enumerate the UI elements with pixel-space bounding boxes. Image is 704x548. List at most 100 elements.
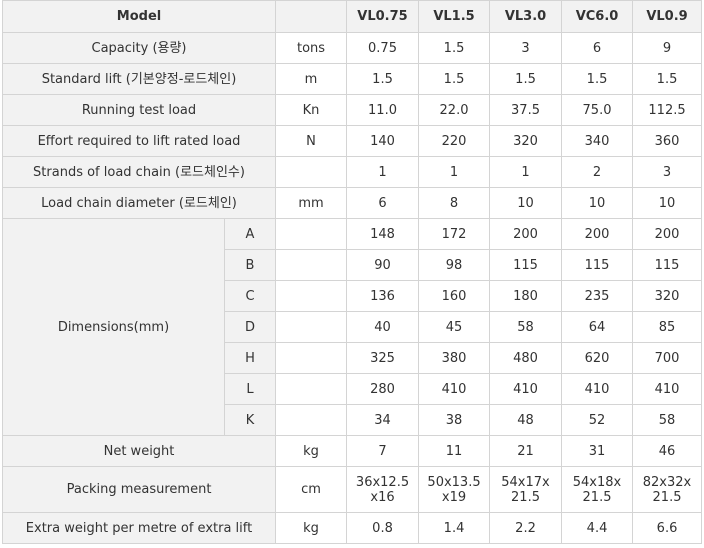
cell-value: 48 [489,404,563,436]
row-label: Running test load [1,94,277,126]
cell-value: 58 [632,404,703,436]
cell-value: 75.0 [561,94,634,126]
model-name: VC6.0 [561,0,634,33]
cell-line: x19 [441,489,467,505]
cell-value: 31 [561,435,634,467]
cell-value: 6 [561,32,634,64]
row-unit [275,280,348,312]
cell-value: 115 [632,249,703,281]
table-row: Effort required to lift rated load N 140… [1,125,703,157]
cell-line: 21.5 [582,489,612,505]
dimension-key: D [223,311,277,343]
row-unit: kg [275,435,348,467]
dimension-key: C [223,280,277,312]
cell-value: 160 [418,280,491,312]
cell-value: 45 [418,311,491,343]
cell-value: 235 [561,280,634,312]
dimension-key: B [223,249,277,281]
row-unit [275,311,348,343]
dimension-row: K 34 38 48 52 58 [3,404,703,436]
table-row: Packing measurement cm 36x12.5 x16 50x13… [1,466,703,513]
cell-value: 1 [346,156,420,188]
model-name: VL1.5 [418,0,491,33]
cell-line: 21.5 [511,489,540,505]
dimension-row: H 325 380 480 620 700 [3,342,703,374]
cell-value: 1.5 [418,63,491,95]
dimension-row: B 90 98 115 115 115 [3,249,703,281]
cell-value: 10 [489,187,563,219]
cell-line: 21.5 [652,489,682,505]
model-name: VL0.75 [346,0,420,33]
cell-value: 3 [489,32,563,64]
row-unit [275,373,348,405]
cell-line: 36x12.5 [355,474,410,490]
cell-value: 8 [418,187,491,219]
cell-line: 50x13.5 [427,474,481,490]
cell-value: 325 [346,342,420,374]
row-unit [275,249,348,281]
cell-value: 58 [489,311,563,343]
cell-value: 90 [346,249,420,281]
row-unit: N [275,125,348,157]
row-unit: m [275,63,348,95]
cell-value: 1.4 [418,512,491,544]
cell-value: 82x32x 21.5 [632,466,703,513]
row-unit: Kn [275,94,348,126]
cell-value: 340 [561,125,634,157]
cell-value: 1.5 [632,63,703,95]
row-label: Effort required to lift rated load [1,125,277,157]
cell-value: 480 [489,342,563,374]
unit-header [275,0,348,33]
cell-value: 115 [561,249,634,281]
row-unit: mm [275,187,348,219]
cell-line: x16 [370,489,395,505]
cell-line: 54x17x [501,474,550,490]
row-unit [275,342,348,374]
cell-value: 180 [489,280,563,312]
cell-value: 320 [489,125,563,157]
row-label: Extra weight per metre of extra lift [1,512,277,544]
cell-value: 140 [346,125,420,157]
cell-value: 34 [346,404,420,436]
table-row: Strands of load chain (로드체인수) 1 1 1 2 3 [1,156,703,188]
row-unit [275,218,348,250]
cell-value: 200 [561,218,634,250]
row-label: Standard lift (기본양정-로드체인) [1,63,277,95]
row-unit: tons [275,32,348,64]
row-label: Capacity (용량) [1,32,277,64]
cell-value: 1.5 [489,63,563,95]
cell-value: 1.5 [346,63,420,95]
cell-value: 6.6 [632,512,703,544]
table-row: Running test load Kn 11.0 22.0 37.5 75.0… [1,94,703,126]
cell-value: 54x17x 21.5 [489,466,563,513]
cell-value: 40 [346,311,420,343]
cell-value: 1.5 [418,32,491,64]
cell-value: 7 [346,435,420,467]
cell-value: 1 [418,156,491,188]
cell-value: 3 [632,156,703,188]
cell-value: 54x18x 21.5 [561,466,634,513]
cell-value: 0.75 [346,32,420,64]
cell-value: 10 [632,187,703,219]
cell-value: 46 [632,435,703,467]
cell-line: 54x18x [572,474,622,490]
cell-value: 1 [489,156,563,188]
cell-value: 4.4 [561,512,634,544]
dimension-key: K [223,404,277,436]
cell-value: 36x12.5 x16 [346,466,420,513]
dimension-row: D 40 45 58 64 85 [3,311,703,343]
model-name: VL0.9 [632,0,703,33]
cell-value: 38 [418,404,491,436]
cell-value: 52 [561,404,634,436]
cell-value: 700 [632,342,703,374]
cell-value: 172 [418,218,491,250]
cell-value: 410 [489,373,563,405]
dimension-key: H [223,342,277,374]
cell-value: 380 [418,342,491,374]
cell-value: 410 [418,373,491,405]
cell-value: 220 [418,125,491,157]
cell-line: 82x32x [642,474,692,490]
cell-value: 37.5 [489,94,563,126]
table-row: Load chain diameter (로드체인) mm 6 8 10 10 … [1,187,703,219]
cell-value: 136 [346,280,420,312]
